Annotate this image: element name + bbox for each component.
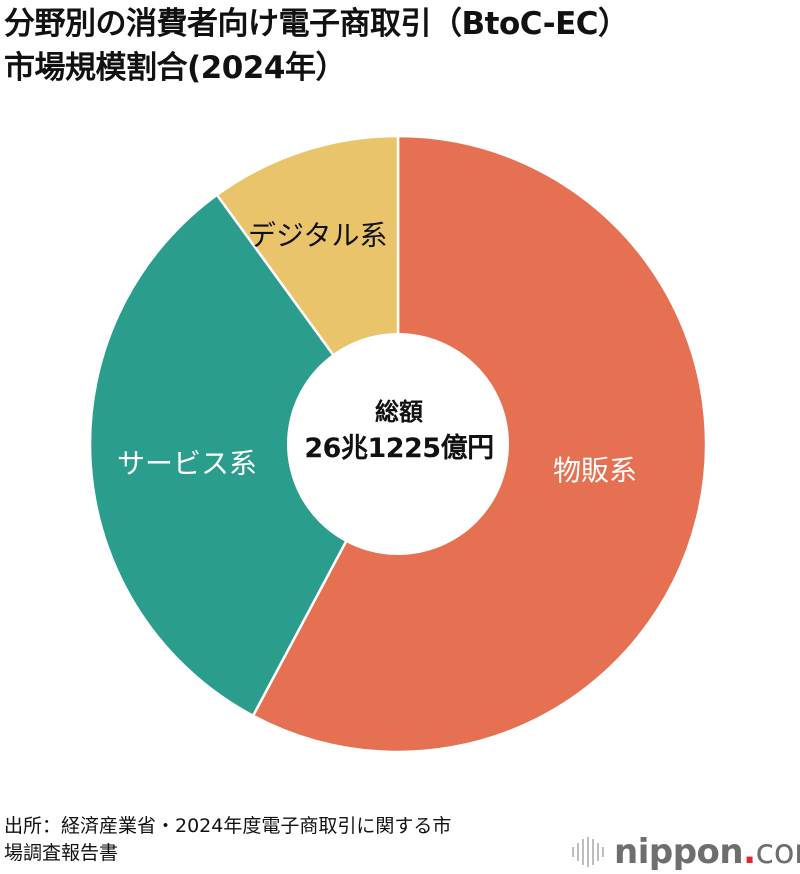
donut-center-total: 総額 26兆1225億円 — [288, 395, 510, 469]
slice-label-goods: 物販系 — [553, 454, 638, 487]
soundwave-icon — [572, 837, 604, 867]
nippon-com-logo: nippon.com — [572, 832, 800, 872]
chart-title: 分野別の消費者向け電子商取引（BtoC-EC） 市場規模割合(2024年） — [4, 2, 629, 90]
donut-hole — [287, 333, 509, 555]
logo-wordmark: nippon.com — [614, 832, 800, 872]
chart-title-line1: 分野別の消費者向け電子商取引（BtoC-EC） — [4, 6, 629, 42]
slice-label-services: サービス系 — [117, 447, 258, 480]
source-line2: 場調査報告書 — [4, 842, 119, 864]
logo-red-dot: . — [743, 832, 756, 872]
total-label: 総額 — [375, 398, 423, 426]
chart-title-line2: 市場規模割合(2024年） — [4, 50, 346, 86]
source-note: 出所：経済産業省・2024年度電子商取引に関する市 場調査報告書 — [4, 813, 451, 867]
slice-label-digital: デジタル系 — [248, 219, 388, 252]
total-value: 26兆1225億円 — [304, 433, 494, 464]
slice-services — [88, 193, 400, 718]
source-line1: 出所：経済産業省・2024年度電子商取引に関する市 — [4, 815, 452, 837]
